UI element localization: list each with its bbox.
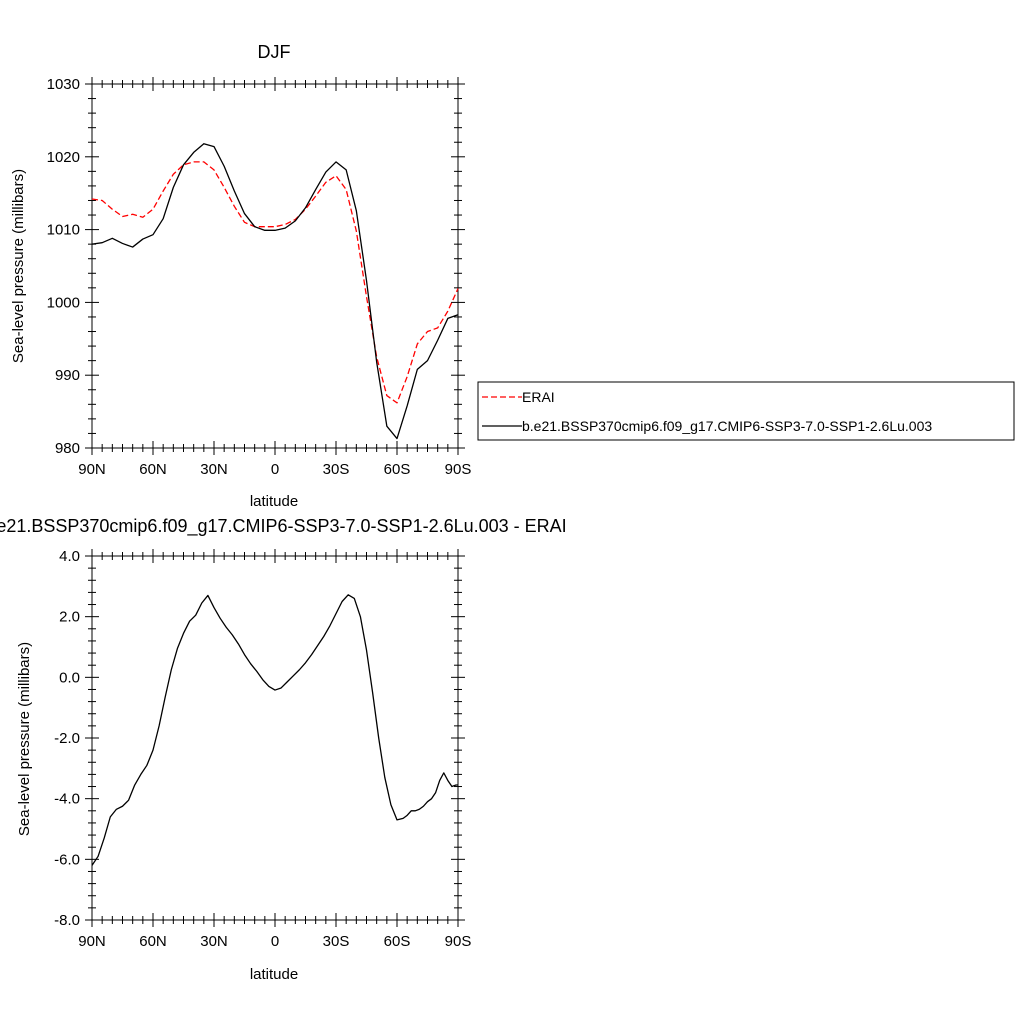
top-y-tick-labels: 980 990 1000 1010 1020 1030 xyxy=(47,76,80,457)
top-series-line-0 xyxy=(91,161,459,404)
top-x-tick-label: 90S xyxy=(445,461,472,478)
top-y-tick-label: 1030 xyxy=(47,76,80,93)
bottom-y-axis-label: Sea-level pressure (millibars) xyxy=(16,642,33,836)
top-plot-area xyxy=(85,77,465,455)
top-series-line-1 xyxy=(91,143,459,440)
legend: ERAI b.e21.BSSP370cmip6.f09_g17.CMIP6-SS… xyxy=(477,381,1015,441)
bottom-y-tick-label: -8.0 xyxy=(54,912,80,929)
top-y-tick-label: 1000 xyxy=(47,294,80,311)
bottom-x-axis-label: latitude xyxy=(250,966,298,983)
top-y-tick-label: 1010 xyxy=(47,222,80,239)
top-x-tick-labels: 90N 60N 30N 0 30S 60S 90S xyxy=(78,461,471,478)
bottom-y-tick-labels: -8.0 -6.0 -4.0 -2.0 0.0 2.0 4.0 xyxy=(54,548,80,929)
bottom-series-line-0 xyxy=(91,594,458,866)
legend-box xyxy=(477,381,1015,441)
bottom-y-tick-label: -4.0 xyxy=(54,791,80,808)
top-chart-title: DJF xyxy=(258,42,291,62)
bottom-chart-title: b.e21.BSSP370cmip6.f09_g17.CMIP6-SSP3-7.… xyxy=(0,516,567,537)
bottom-plot-frame xyxy=(91,555,459,921)
bottom-x-tick-label: 90N xyxy=(78,933,106,950)
top-y-tick-label: 990 xyxy=(55,367,80,384)
bottom-y-tick-label: 0.0 xyxy=(59,669,80,686)
top-y-tick-label: 980 xyxy=(55,440,80,457)
top-x-tick-label: 60S xyxy=(384,461,411,478)
bottom-x-tick-label: 0 xyxy=(271,933,279,950)
top-x-tick-label: 90N xyxy=(78,461,106,478)
top-y-tick-label: 1020 xyxy=(47,149,80,166)
bottom-x-tick-label: 60S xyxy=(384,933,411,950)
top-x-tick-label: 60N xyxy=(139,461,167,478)
top-x-axis-label: latitude xyxy=(250,493,298,510)
bottom-x-tick-label: 60N xyxy=(139,933,167,950)
bottom-chart: b.e21.BSSP370cmip6.f09_g17.CMIP6-SSP3-7.… xyxy=(0,516,567,983)
bottom-x-tick-label: 30S xyxy=(323,933,350,950)
legend-entry-erai: ERAI xyxy=(522,389,555,405)
top-x-tick-label: 30N xyxy=(200,461,228,478)
top-x-tick-label: 0 xyxy=(271,461,279,478)
bottom-y-tick-label: 2.0 xyxy=(59,609,80,626)
bottom-x-tick-label: 30N xyxy=(200,933,228,950)
bottom-y-tick-label: -6.0 xyxy=(54,851,80,868)
bottom-x-tick-labels: 90N 60N 30N 0 30S 60S 90S xyxy=(78,933,471,950)
bottom-x-tick-label: 90S xyxy=(445,933,472,950)
top-y-axis-label: Sea-level pressure (millibars) xyxy=(10,169,27,363)
top-chart: DJF 90N 60N 30N 0 30S 60S 90S 980 990 1000 1010 10… xyxy=(10,42,1015,510)
bottom-plot-area xyxy=(85,549,465,927)
top-plot-frame xyxy=(91,83,459,449)
bottom-y-tick-label: 4.0 xyxy=(59,548,80,565)
legend-entry-model: b.e21.BSSP370cmip6.f09_g17.CMIP6-SSP3-7.… xyxy=(522,418,932,434)
top-x-tick-label: 30S xyxy=(323,461,350,478)
bottom-y-tick-label: -2.0 xyxy=(54,730,80,747)
